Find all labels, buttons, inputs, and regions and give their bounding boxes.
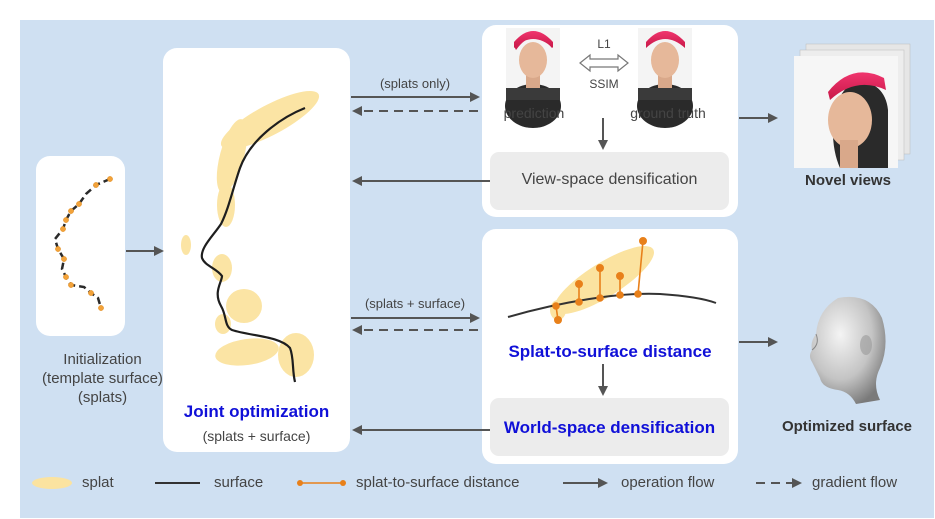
initialization-panel <box>36 156 125 336</box>
view-space-densification-box <box>490 152 729 210</box>
splats-only-label: (splats only) <box>379 76 451 91</box>
initialization-line-1: Initialization <box>63 351 142 368</box>
world-space-densification-box <box>490 398 729 456</box>
legend-gradient-flow-label: gradient flow <box>812 474 898 491</box>
template-surface-icon <box>53 176 113 311</box>
head-mesh-icon <box>810 296 886 404</box>
prediction-label: prediction <box>503 105 565 121</box>
legend-graphics <box>32 477 802 489</box>
view-space-densification-label: View-space densification <box>521 171 698 188</box>
initialization-line-3: (splats) <box>77 389 128 406</box>
surface-curve <box>200 106 306 383</box>
splats-surface-label: (splats + surface) <box>364 296 466 311</box>
legend-splat-label: splat <box>82 474 114 491</box>
novel-views-photo-icon <box>794 43 911 168</box>
novel-views-label: Novel views <box>805 172 891 189</box>
world-space-densification-label: World-space densification <box>503 418 716 437</box>
legend-surface-label: surface <box>214 474 264 491</box>
splat-to-surface-distance-label: Splat-to-surface distance <box>508 342 712 361</box>
joint-optimization-subtitle: (splats + surface) <box>202 428 311 444</box>
initialization-line-2: (template surface) <box>42 370 163 387</box>
joint-optimization-title: Joint optimization <box>183 402 330 421</box>
legend-operation-flow-label: operation flow <box>621 474 715 491</box>
initialization-label: Initialization (template surface) (splat… <box>30 350 175 407</box>
optimized-surface-label: Optimized surface <box>781 418 913 435</box>
ssim-loss-label: SSIM <box>589 77 619 91</box>
ground-truth-photo-icon <box>637 28 693 128</box>
legend-distance-label: splat-to-surface distance <box>356 474 520 491</box>
prediction-photo-icon <box>505 28 561 128</box>
l1-loss-label: L1 <box>597 37 611 51</box>
ground-truth-label: ground truth <box>630 105 706 121</box>
double-arrow-icon <box>579 53 629 73</box>
splat-to-surface-illustration <box>507 237 717 324</box>
splats-cluster <box>181 90 320 377</box>
